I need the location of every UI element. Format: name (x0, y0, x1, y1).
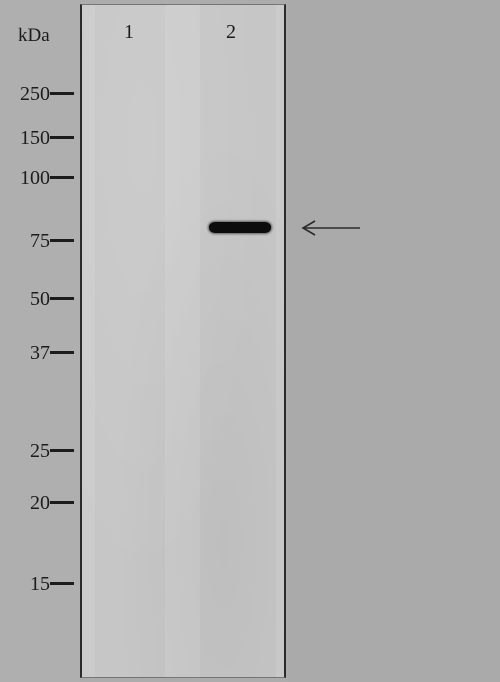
marker-25: 25 (0, 441, 80, 461)
marker-37: 37 (0, 343, 80, 363)
marker-tick (50, 297, 74, 300)
marker-tick (50, 582, 74, 585)
marker-label: 50 (30, 288, 50, 310)
marker-tick (50, 351, 74, 354)
marker-150: 150 (0, 128, 80, 148)
marker-tick (50, 239, 74, 242)
blot-membrane (80, 4, 286, 678)
marker-250: 250 (0, 84, 80, 104)
lane-1-area (95, 4, 165, 678)
marker-50: 50 (0, 289, 80, 309)
lane-label-1: 1 (124, 21, 134, 43)
marker-75: 75 (0, 231, 80, 251)
marker-label: 15 (30, 573, 50, 595)
marker-label: 25 (30, 440, 50, 462)
marker-label: 75 (30, 230, 50, 252)
marker-20: 20 (0, 493, 80, 513)
marker-15: 15 (0, 574, 80, 594)
marker-label: 20 (30, 492, 50, 514)
marker-label: 37 (30, 342, 50, 364)
marker-label: 100 (20, 167, 50, 189)
marker-tick (50, 449, 74, 452)
marker-label: 150 (20, 127, 50, 149)
lane-label-2: 2 (226, 21, 236, 43)
marker-panel (0, 0, 80, 682)
marker-tick (50, 92, 74, 95)
annotation-panel (288, 0, 500, 682)
marker-tick (50, 136, 74, 139)
marker-label: 250 (20, 83, 50, 105)
lane-2-area (200, 4, 276, 678)
marker-100: 100 (0, 168, 80, 188)
marker-tick (50, 501, 74, 504)
left-arrow-icon (301, 220, 360, 236)
marker-tick (50, 176, 74, 179)
protein-band-lane-2 (209, 222, 271, 233)
unit-label: kDa (18, 25, 50, 46)
